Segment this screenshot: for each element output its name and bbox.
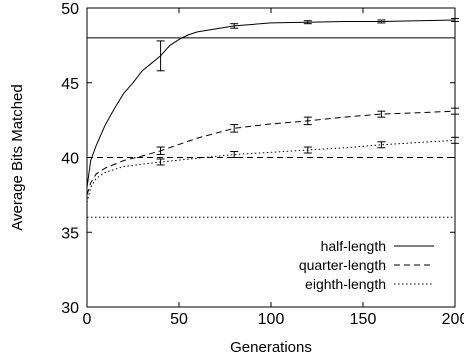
error-bar-quarter-length — [303, 116, 312, 126]
series-lines — [86, 19, 456, 203]
error-bar-half-length — [303, 20, 312, 25]
error-bar-eighth-length — [377, 141, 386, 149]
y-tick-label: 35 — [61, 225, 79, 242]
series-line-quarter-length — [86, 110, 456, 196]
x-tick-label: 200 — [442, 311, 464, 328]
x-tick-label: 0 — [83, 311, 92, 328]
series-line-half-length — [86, 19, 456, 188]
error-bar-quarter-length — [156, 146, 165, 156]
y-axis-label: Average Bits Matched — [9, 84, 26, 230]
y-tick-label: 40 — [61, 151, 79, 168]
x-tick-label: 100 — [258, 311, 285, 328]
x-axis-label: Generations — [230, 339, 312, 354]
axis-ticks — [86, 7, 456, 308]
y-tick-label: 45 — [61, 76, 79, 93]
legend-label-eighth-length: eighth-length — [305, 276, 386, 292]
error-bar-half-length — [156, 40, 165, 72]
y-tick-label: 30 — [61, 300, 79, 317]
error-bar-eighth-length — [230, 151, 239, 158]
error-bar-eighth-length — [156, 158, 165, 166]
y-tick-label: 50 — [61, 1, 79, 18]
error-bar-eighth-length — [303, 146, 312, 154]
legend: half-length quarter-length eighth-length — [299, 238, 434, 292]
error-bar-half-length — [377, 19, 386, 24]
error-bar-half-length — [230, 23, 239, 29]
series-line-eighth-length — [86, 139, 456, 203]
x-tick-label: 150 — [350, 311, 377, 328]
legend-label-quarter-length: quarter-length — [299, 257, 386, 273]
error-bar-quarter-length — [377, 110, 386, 118]
legend-label-half-length: half-length — [321, 238, 386, 254]
error-bars — [156, 17, 459, 166]
reference-lines — [87, 37, 455, 218]
error-bar-quarter-length — [230, 124, 239, 133]
tick-labels: 0 50 100 150 200 30 35 40 45 50 — [61, 1, 464, 328]
x-tick-label: 50 — [170, 311, 188, 328]
